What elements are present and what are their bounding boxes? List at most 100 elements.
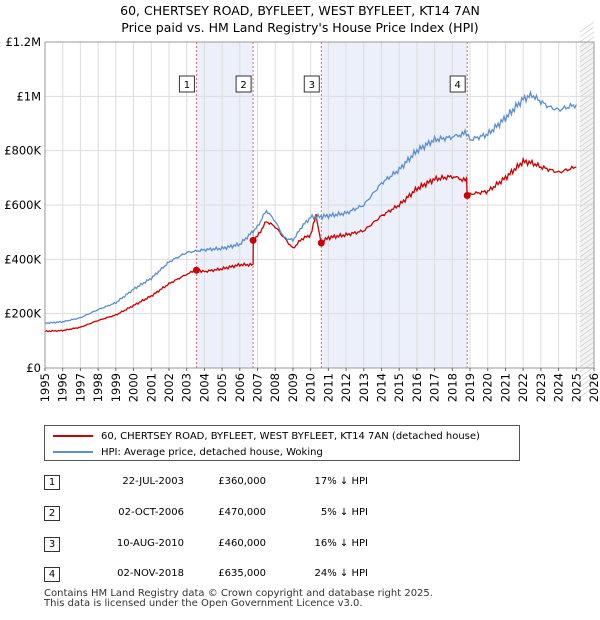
sale-number: 4 [44, 567, 60, 582]
y-tick-label: £600K [4, 198, 41, 212]
forecast-hatch-line [579, 181, 595, 193]
sale-price: £635,000 [218, 568, 266, 579]
forecast-hatch-line [579, 186, 595, 198]
sale-label-border [178, 75, 195, 93]
sale-point [192, 266, 200, 274]
forecast-hatch-line [579, 211, 595, 223]
forecast-hatch-line [579, 66, 595, 78]
forecast-hatch-line [579, 321, 595, 333]
sale-number: 2 [44, 506, 60, 521]
sale-label-border [235, 75, 252, 93]
forecast-region [579, 21, 595, 398]
x-tick-label: 2002 [162, 373, 176, 402]
forecast-hatch-line [579, 26, 595, 38]
sale-label-text: 1 [184, 80, 190, 91]
sale-date: 02-OCT-2006 [118, 507, 184, 518]
forecast-hatch-line [579, 101, 595, 113]
forecast-hatch-line [579, 41, 595, 53]
x-tick-label: 1995 [38, 373, 52, 402]
forecast-hatch-line [579, 296, 595, 308]
sale-label-box: 3 [303, 75, 320, 93]
forecast-hatch-line [579, 246, 595, 258]
forecast-hatch-line [579, 171, 595, 183]
sale-label-box: 2 [235, 75, 252, 93]
forecast-hatch-line [579, 361, 595, 373]
forecast-hatch-line [579, 261, 595, 273]
forecast-hatch-line [579, 31, 595, 43]
forecast-hatch-line [579, 51, 595, 63]
forecast-hatch-line [579, 146, 595, 158]
x-tick-label: 2005 [215, 373, 229, 402]
forecast-hatch-line [579, 381, 595, 393]
forecast-hatch-line [579, 316, 595, 328]
chart-title-block: 60, CHERTSEY ROAD, BYFLEET, WEST BYFLEET… [0, 2, 600, 36]
sale-date: 22-JUL-2003 [122, 476, 184, 487]
sale-point [463, 191, 471, 199]
forecast-hatch-line [579, 126, 595, 138]
forecast-hatch-line [579, 121, 595, 133]
forecast-hatch-line [579, 266, 595, 278]
sale-label-border [449, 75, 466, 93]
footer: Contains HM Land Registry data © Crown c… [44, 589, 433, 609]
forecast-hatch-line [579, 356, 595, 368]
forecast-hatch-line [579, 386, 595, 398]
forecast-hatch-line [579, 236, 595, 248]
forecast-hatch-line [579, 161, 595, 173]
sale-hpi-diff: 5% ↓ HPI [320, 507, 368, 518]
x-tick-label: 2023 [534, 373, 548, 402]
x-tick-label: 2011 [321, 373, 335, 402]
footer-copyright: Contains HM Land Registry data © Crown c… [44, 588, 433, 599]
x-tick-label: 1999 [109, 373, 123, 402]
forecast-hatch-line [579, 341, 595, 353]
x-tick-label: 2007 [251, 373, 265, 402]
forecast-hatch-line [579, 216, 595, 228]
sale-hpi-diff: 24% ↓ HPI [314, 568, 368, 579]
x-tick-label: 2020 [481, 373, 495, 402]
sale-price: £470,000 [218, 507, 266, 518]
x-tick-label: 2012 [339, 373, 353, 402]
x-tick-label: 1998 [91, 373, 105, 402]
table-row: 1 22-JUL-2003 £360,000 17% ↓ HPI [44, 475, 444, 491]
sale-hpi-diff: 17% ↓ HPI [314, 476, 368, 487]
forecast-hatch-line [579, 206, 595, 218]
x-tick-label: 1997 [73, 373, 87, 402]
forecast-hatch-line [579, 221, 595, 233]
series [44, 89, 577, 333]
sale-hpi-diff: 16% ↓ HPI [314, 538, 368, 549]
chart-subtitle: Price paid vs. HM Land Registry's House … [121, 20, 479, 35]
sale-date: 10-AUG-2010 [116, 538, 184, 549]
forecast-hatch-line [579, 231, 595, 243]
sale-label-text: 2 [240, 80, 246, 91]
sale-label-box: 1 [178, 75, 195, 93]
y-tick-label: £1.2M [5, 35, 41, 49]
forecast-hatch-line [579, 336, 595, 348]
x-tick-label: 2015 [392, 373, 406, 402]
table-row: 2 02-OCT-2006 £470,000 5% ↓ HPI [44, 506, 444, 522]
forecast-hatch-line [579, 306, 595, 318]
forecast-hatch-line [579, 46, 595, 58]
forecast-hatch-line [579, 276, 595, 288]
y-tick-label: £200K [4, 307, 41, 321]
x-tick-label: 1996 [56, 373, 70, 402]
x-tick-label: 2018 [445, 373, 459, 402]
sale-label-box: 4 [449, 75, 466, 93]
x-tick-label: 2008 [268, 373, 282, 402]
forecast-hatch-line [579, 351, 595, 363]
x-tick-label: 2006 [233, 373, 247, 402]
forecast-hatch-line [579, 226, 595, 238]
x-tick-label: 2022 [516, 373, 530, 402]
legend-swatch-hpi [53, 451, 93, 453]
x-tick-label: 2024 [552, 373, 566, 402]
sale-price: £360,000 [218, 476, 266, 487]
x-tick-label: 2009 [286, 373, 300, 402]
forecast-hatch-line [579, 326, 595, 338]
series-line-property [44, 156, 577, 333]
footer-licence: This data is licensed under the Open Gov… [44, 598, 363, 609]
table-row: 3 10-AUG-2010 £460,000 16% ↓ HPI [44, 537, 444, 553]
x-tick-label: 2025 [569, 373, 583, 402]
sale-point [249, 236, 257, 244]
forecast-hatch-line [579, 76, 595, 88]
x-tick-label: 2003 [180, 373, 194, 402]
sale-markers: 1 2 3 4 [178, 75, 471, 274]
